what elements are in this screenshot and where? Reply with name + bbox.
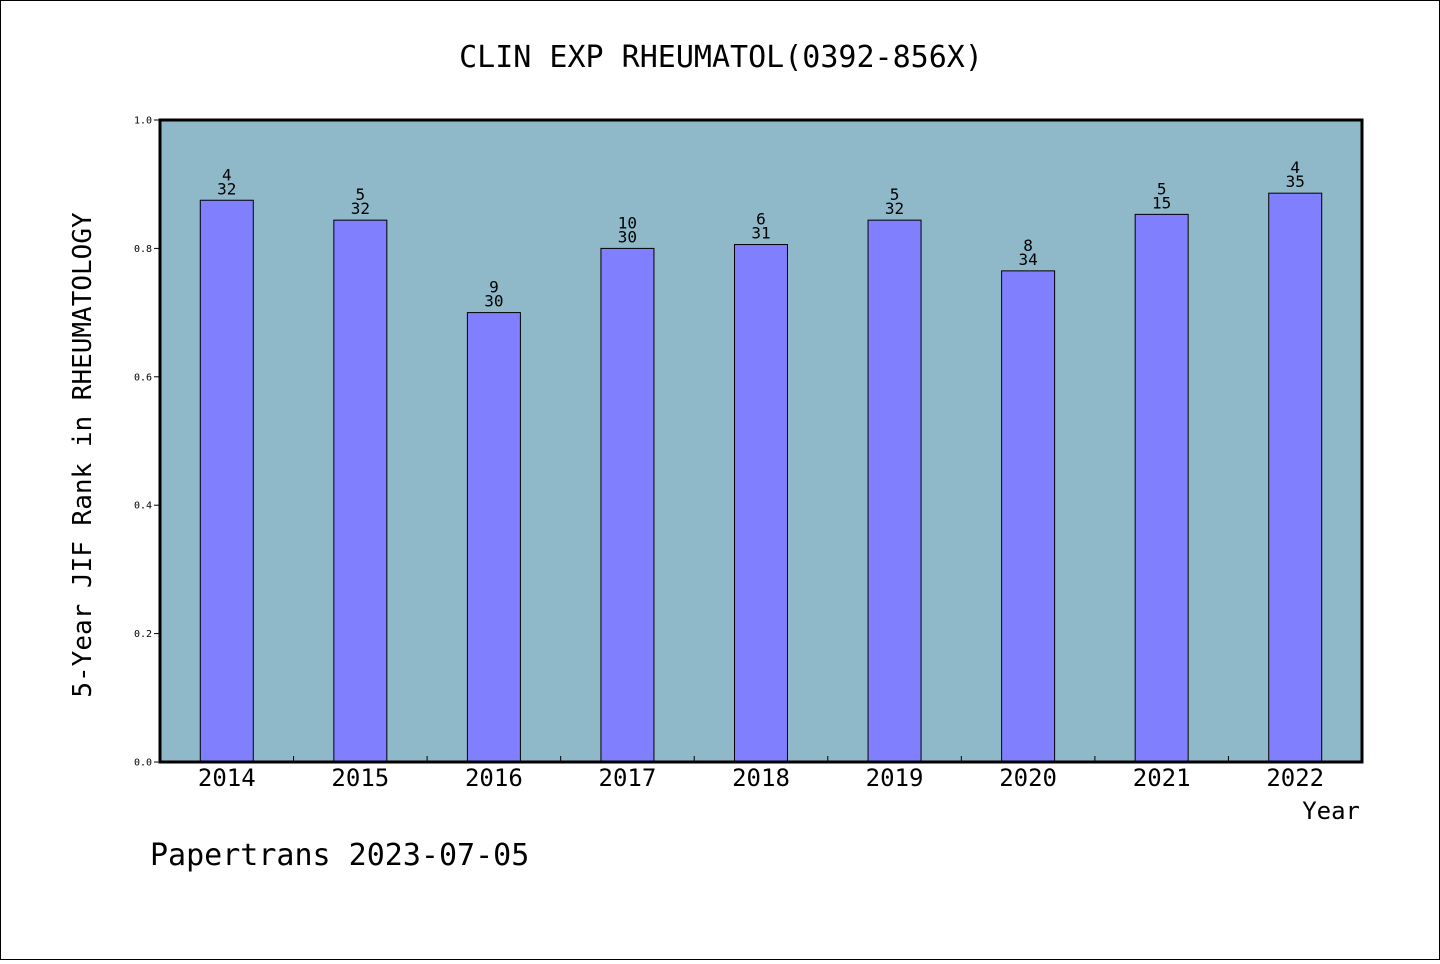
bar-rank-label: 6 [756,210,766,229]
x-tick-label: 2022 [1266,764,1324,792]
bar-rank-label: 4 [222,165,232,184]
bar-2014 [199,199,254,763]
y-tick-label: 0.8 [134,244,152,255]
bar-total-label: 30 [484,292,503,311]
y-tick-label: 0.0 [134,758,152,769]
bar-total-label: 31 [751,224,770,243]
bar-rank-label: 5 [356,185,366,204]
bar-2019 [867,219,922,763]
x-tick-label: 2020 [999,764,1057,792]
bar-2017 [600,247,655,763]
y-tick-label: 0.4 [134,501,152,512]
y-tick-label: 0.6 [134,372,152,383]
bar-total-label: 35 [1286,172,1305,191]
footer-credit: Papertrans 2023-07-05 [150,838,529,873]
bar-total-label: 34 [1018,250,1037,269]
bar-2022 [1268,192,1323,763]
bar-rank-label: 8 [1023,236,1033,255]
bar-rank-label: 4 [1290,158,1300,177]
x-tick-label: 2018 [732,764,790,792]
x-axis-label: Year [1302,797,1360,825]
bar-total-label: 15 [1152,193,1171,212]
bar-rank-label: 5 [1157,179,1167,198]
y-axis-label: 5-Year JIF Rank in RHEUMATOLOGY [68,212,98,698]
bar-total-label: 32 [217,179,236,198]
bar-2021 [1134,213,1189,763]
bar-rank-label: 10 [618,213,637,232]
x-tick-label: 2016 [465,764,523,792]
x-tick-label: 2015 [331,764,389,792]
bar-2015 [333,219,388,763]
x-tick-label: 2017 [599,764,657,792]
bar-2016 [466,312,521,763]
chart-title: CLIN EXP RHEUMATOL(0392-856X) [459,40,983,75]
bar-2018 [734,244,788,763]
bar-total-label: 30 [618,227,637,246]
y-tick-label: 1.0 [134,116,152,127]
bar-2020 [1001,270,1056,763]
y-tick-label: 0.2 [134,629,152,640]
x-tick-label: 2014 [198,764,256,792]
bar-total-label: 32 [351,199,370,218]
plot-area: 0.00.20.40.60.81.04322014532201593020161… [134,116,1364,792]
x-tick-label: 2021 [1133,764,1191,792]
bar-rank-label: 9 [489,278,499,297]
bar-total-label: 32 [885,199,904,218]
x-tick-label: 2019 [866,764,924,792]
plot-border [158,118,1364,764]
bar-rank-label: 5 [890,185,900,204]
